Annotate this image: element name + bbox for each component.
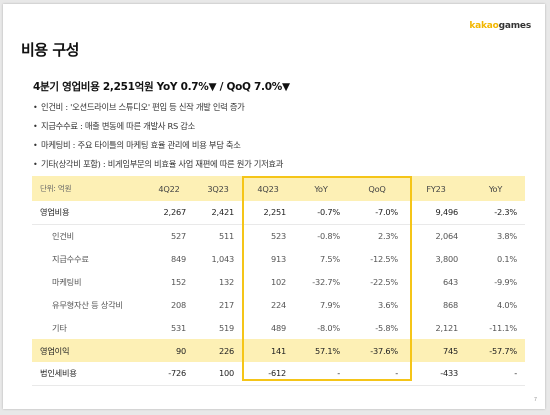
- cell: 519: [218, 322, 234, 333]
- cell: 3.6%: [377, 299, 398, 310]
- cell: 849: [170, 253, 186, 264]
- row-label: 유무형자산 등 상각비: [52, 299, 123, 310]
- cell: -726: [144, 362, 194, 386]
- cell: 7.5%: [319, 253, 340, 264]
- table-row-operating-profit: 영업이익 90 226 141 57.1% -37.6% 745 -57.7%: [32, 339, 525, 362]
- cell: 2,251: [242, 201, 294, 225]
- column-header: QoQ: [348, 176, 406, 201]
- cell: 489: [270, 322, 286, 333]
- row-label: 법인세비용: [32, 362, 144, 386]
- cell: 208: [170, 299, 186, 310]
- column-header: 3Q23: [194, 176, 242, 201]
- table-row: 기타 531 519 489 -8.0% -5.8% 2,121 -11.1%: [32, 316, 525, 339]
- cell: 3,800: [435, 253, 459, 264]
- summary-headline: 4분기 영업비용 2,251억원 YoY 0.7%▼ / QoQ 7.0%▼: [33, 81, 290, 93]
- kakao-games-logo: kakaogames: [469, 21, 531, 31]
- table-header-row: 단위: 억원 4Q22 3Q23 4Q23 YoY QoQ FY23 YoY: [32, 176, 525, 201]
- bullet-item: • 인건비 : '오션드라이브 스튜디오' 편입 등 신작 개발 인력 증가: [33, 102, 245, 112]
- column-header: 4Q23: [242, 176, 294, 201]
- slide: kakaogames 비용 구성 4분기 영업비용 2,251억원 YoY 0.…: [3, 4, 545, 409]
- cell: 643: [442, 276, 458, 287]
- table-row: 지급수수료 849 1,043 913 7.5% -12.5% 3,800 0.…: [32, 247, 525, 270]
- cell: 217: [218, 299, 234, 310]
- cell: 141: [242, 339, 294, 362]
- cell: -8.0%: [317, 322, 340, 333]
- cell: 868: [442, 299, 458, 310]
- bullet-dot-icon: •: [33, 103, 38, 112]
- table-row-operating-expense: 영업비용 2,267 2,421 2,251 -0.7% -7.0% 9,496…: [32, 201, 525, 225]
- cell: -7.0%: [348, 201, 406, 225]
- cell: 57.1%: [294, 339, 348, 362]
- table-row: 유무형자산 등 상각비 208 217 224 7.9% 3.6% 868 4.…: [32, 293, 525, 316]
- cell: 152: [170, 276, 186, 287]
- page-title: 비용 구성: [21, 41, 79, 59]
- cell: 102: [270, 276, 286, 287]
- cell: 527: [170, 230, 186, 241]
- row-label: 기타: [52, 322, 67, 333]
- row-label: 지급수수료: [52, 253, 89, 264]
- cell: -433: [406, 362, 466, 386]
- cell: 523: [270, 230, 286, 241]
- cell: 132: [218, 276, 234, 287]
- cell: 531: [170, 322, 186, 333]
- cell: 1,043: [211, 253, 235, 264]
- column-header: YoY: [294, 176, 348, 201]
- cell: -2.3%: [466, 201, 525, 225]
- bullet-dot-icon: •: [33, 122, 38, 131]
- column-header: FY23: [406, 176, 466, 201]
- row-label: 마케팅비: [52, 276, 82, 287]
- row-label: 영업이익: [32, 339, 144, 362]
- cell: -0.8%: [317, 230, 340, 241]
- cell: 2,421: [194, 201, 242, 225]
- cell: 4.0%: [496, 299, 517, 310]
- cell: -0.7%: [294, 201, 348, 225]
- cell: 3.8%: [496, 230, 517, 241]
- cell: 913: [270, 253, 286, 264]
- table-row-income-tax: 법인세비용 -726 100 -612 - - -433 -: [32, 362, 525, 386]
- cell: 2,267: [144, 201, 194, 225]
- summary-bullets: • 인건비 : '오션드라이브 스튜디오' 편입 등 신작 개발 인력 증가 • 지…: [33, 101, 283, 177]
- page-number: 7: [533, 397, 537, 403]
- cell: 2.3%: [377, 230, 398, 241]
- cell: 224: [270, 299, 286, 310]
- column-header: YoY: [466, 176, 525, 201]
- bullet-dot-icon: •: [33, 160, 38, 169]
- table-row: 인건비 527 511 523 -0.8% 2.3% 2,064 3.8%: [32, 224, 525, 247]
- cell: -: [466, 362, 525, 386]
- cell: -11.1%: [489, 322, 517, 333]
- cell: 2,121: [435, 322, 459, 333]
- cell: 511: [218, 230, 234, 241]
- bullet-item: • 지급수수료 : 매출 변동에 따른 개발사 RS 감소: [33, 121, 195, 131]
- bullet-item: • 기타(상각비 포함) : 비게임부문의 비효율 사업 재편에 따른 원가 기저…: [33, 159, 284, 169]
- cell: -5.8%: [375, 322, 398, 333]
- operating-expense-table: 단위: 억원 4Q22 3Q23 4Q23 YoY QoQ FY23 YoY 영…: [32, 176, 525, 386]
- cell: 745: [406, 339, 466, 362]
- cell: 9,496: [406, 201, 466, 225]
- cell: 7.9%: [319, 299, 340, 310]
- cell: -: [348, 362, 406, 386]
- bullet-dot-icon: •: [33, 141, 38, 150]
- cell: -57.7%: [466, 339, 525, 362]
- cell: 226: [194, 339, 242, 362]
- bullet-item: • 마케팅비 : 주요 타이틀의 마케팅 효율 관리에 비용 부담 축소: [33, 140, 241, 150]
- cell: -32.7%: [312, 276, 340, 287]
- row-label: 영업비용: [32, 201, 144, 225]
- cell: -12.5%: [370, 253, 398, 264]
- table-row: 마케팅비 152 132 102 -32.7% -22.5% 643 -9.9%: [32, 270, 525, 293]
- column-header: 4Q22: [144, 176, 194, 201]
- cell: -9.9%: [494, 276, 517, 287]
- cell: 100: [194, 362, 242, 386]
- cell: 90: [144, 339, 194, 362]
- unit-label: 단위: 억원: [32, 176, 144, 201]
- cell: 2,064: [435, 230, 459, 241]
- cell: -: [294, 362, 348, 386]
- row-label: 인건비: [52, 230, 74, 241]
- cell: -22.5%: [370, 276, 398, 287]
- cell: -37.6%: [348, 339, 406, 362]
- cell: 0.1%: [496, 253, 517, 264]
- cell: -612: [242, 362, 294, 386]
